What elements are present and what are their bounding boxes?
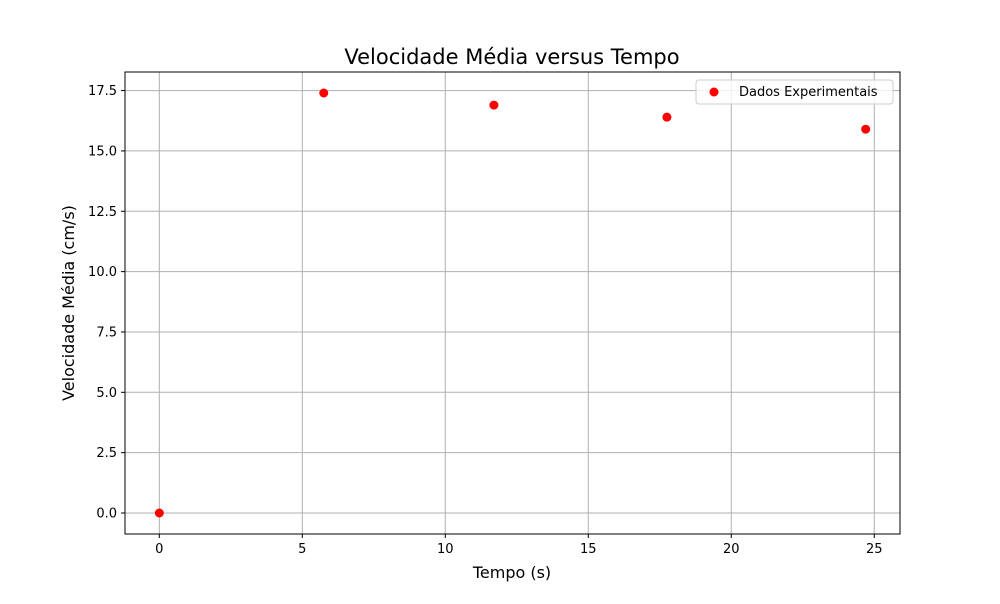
legend-label: Dados Experimentais xyxy=(739,85,878,100)
y-tick-label: 15.0 xyxy=(88,144,117,159)
x-axis-label: Tempo (s) xyxy=(472,563,551,582)
x-tick-label: 25 xyxy=(866,542,883,557)
data-points xyxy=(154,88,871,518)
x-tick-label: 5 xyxy=(298,542,306,557)
axis-ticks: 0 5 10 15 20 25 0.0 2.5 5.0 7.5 10.0 12.5 15.0 17.5 xyxy=(88,84,882,557)
data-point xyxy=(154,508,164,518)
y-tick-label: 10.0 xyxy=(88,265,117,280)
legend-box xyxy=(695,79,894,105)
x-tick-label: 0 xyxy=(155,542,163,557)
legend-marker xyxy=(709,87,719,97)
data-point xyxy=(319,88,329,98)
x-tick-label: 15 xyxy=(580,542,597,557)
data-point xyxy=(662,112,672,122)
y-axis-label: Velocidade Média (cm/s) xyxy=(59,205,78,401)
plot-area-frame xyxy=(124,71,901,535)
chart-title: Velocidade Média versus Tempo xyxy=(344,45,679,69)
y-tick-label: 7.5 xyxy=(96,325,117,340)
data-point xyxy=(861,124,871,134)
y-tick-label: 0.0 xyxy=(96,507,117,522)
y-tick-label: 12.5 xyxy=(88,205,117,220)
legend: Dados Experimentais xyxy=(695,79,894,105)
y-tick-label: 17.5 xyxy=(88,84,117,99)
y-tick-label: 5.0 xyxy=(96,386,117,401)
grid-lines xyxy=(125,72,900,534)
data-point xyxy=(489,100,499,110)
x-tick-label: 20 xyxy=(723,542,740,557)
x-tick-label: 10 xyxy=(437,542,454,557)
y-tick-label: 2.5 xyxy=(96,446,117,461)
